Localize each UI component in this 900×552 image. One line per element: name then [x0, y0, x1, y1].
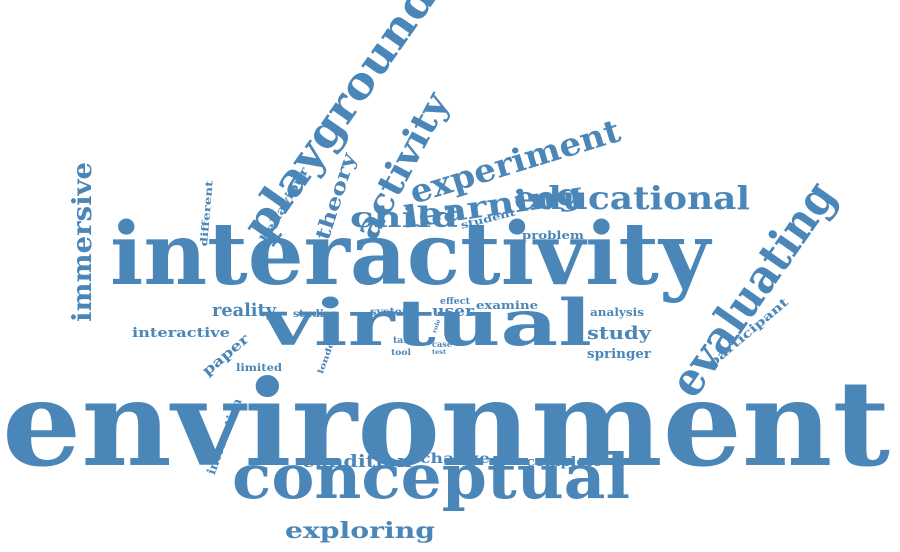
- word-studies: studies: [293, 309, 337, 320]
- word-case: case: [432, 339, 452, 349]
- word-test: test: [432, 349, 446, 356]
- word-reality: reality: [212, 300, 276, 321]
- word-system: system: [370, 307, 414, 318]
- word-interactivity: interactivity: [110, 204, 710, 305]
- word-problem: problem: [522, 229, 584, 242]
- word-condition: condition: [302, 452, 412, 472]
- word-complete: complete: [526, 455, 602, 470]
- word-environment: environment: [2, 354, 890, 493]
- word-springer: springer: [587, 347, 651, 362]
- word-effect: effect: [440, 297, 470, 307]
- word-task: task: [393, 336, 415, 346]
- word-educational: educational: [514, 179, 750, 217]
- word-analysis: analysis: [590, 306, 644, 319]
- word-immersive: immersive: [68, 162, 98, 322]
- word-change: change: [420, 451, 490, 467]
- word-exploring: exploring: [285, 518, 435, 544]
- word-child: child: [350, 201, 458, 234]
- word-tool: tool: [391, 347, 411, 357]
- word-interactive: interactive: [132, 326, 230, 341]
- word-virtual: virtual: [262, 286, 592, 361]
- word-limited: limited: [236, 363, 282, 374]
- word-study: study: [587, 323, 651, 344]
- word-user: user: [432, 302, 474, 320]
- word-examine: examine: [476, 299, 538, 312]
- word-conceptual: conceptual: [232, 440, 630, 513]
